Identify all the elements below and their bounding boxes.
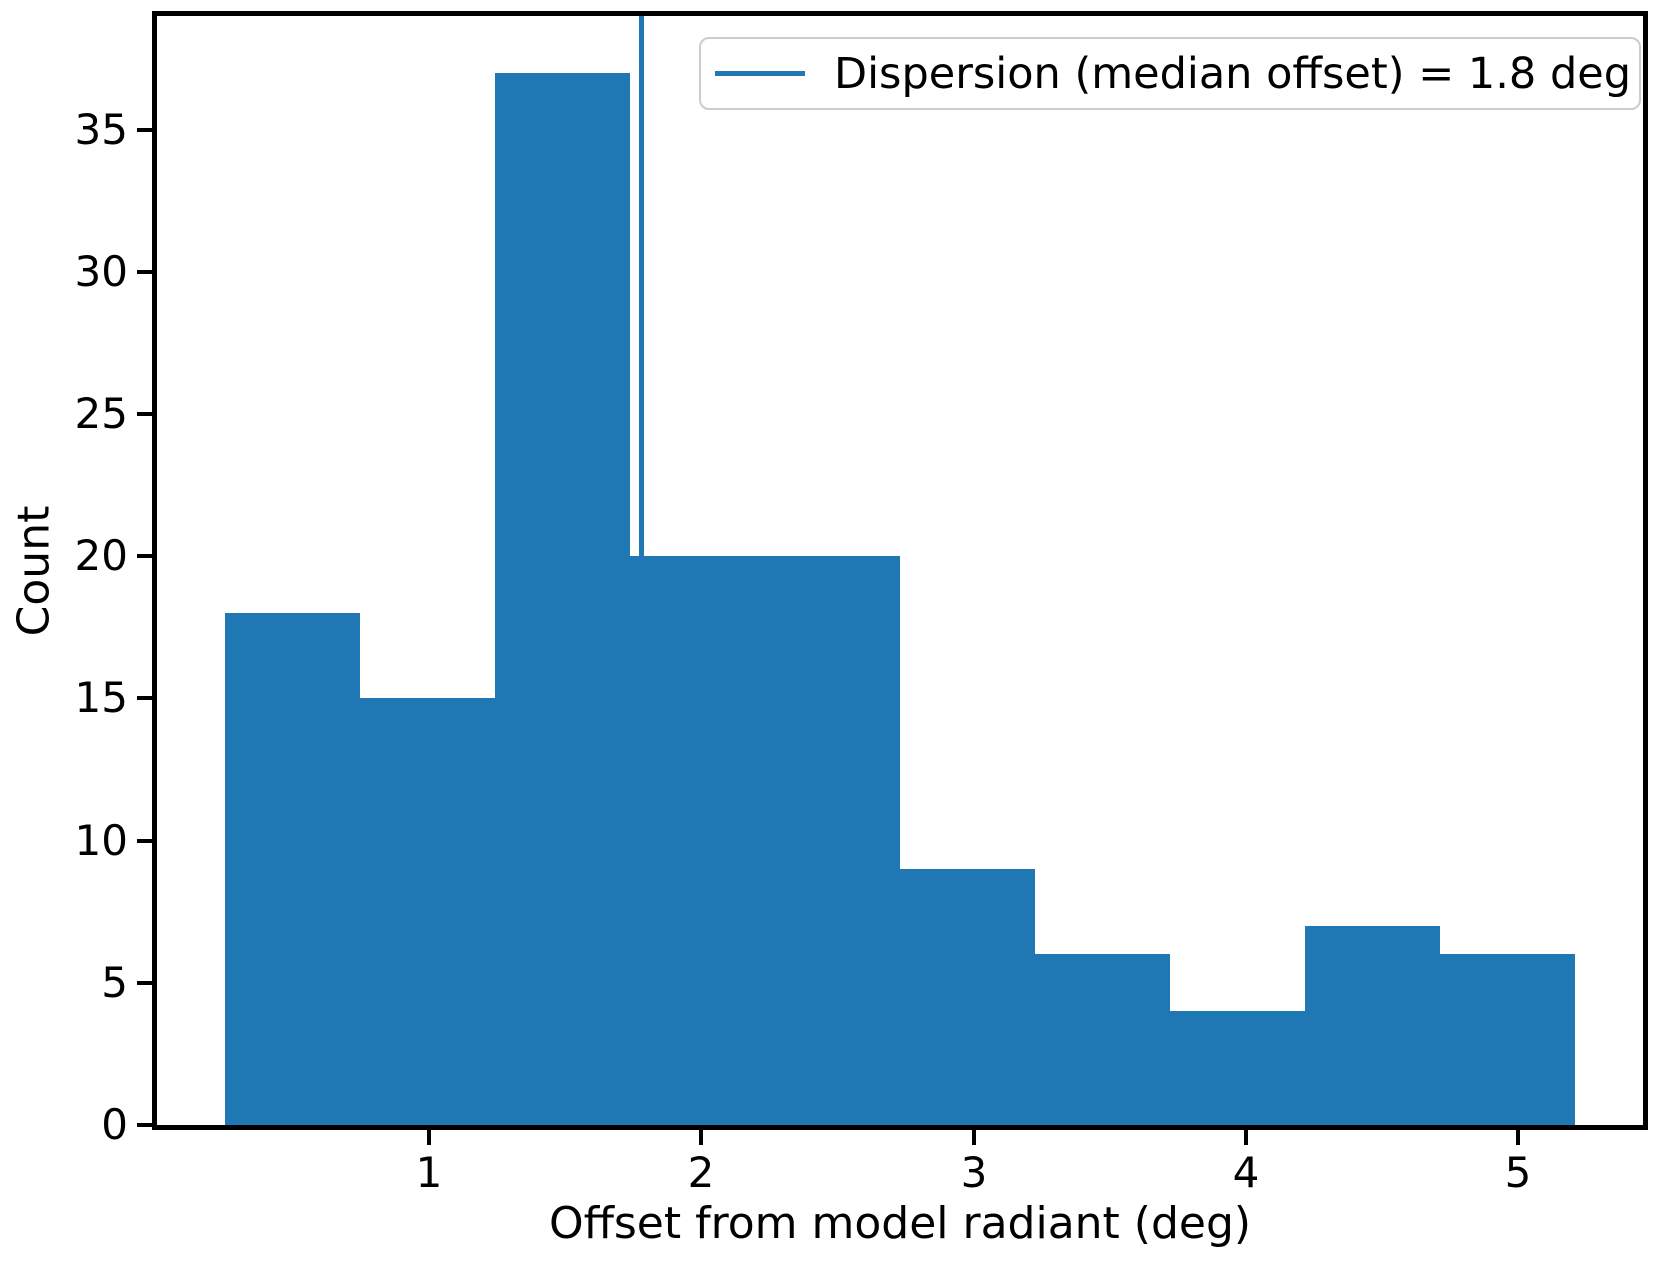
y-tick-label: 5 xyxy=(101,958,128,1007)
y-tick-label: 20 xyxy=(74,531,128,580)
histogram-bar xyxy=(1170,1011,1305,1125)
histogram-bar xyxy=(1305,926,1440,1125)
y-tick-mark xyxy=(137,554,152,558)
legend-line-swatch xyxy=(715,71,805,76)
histogram-bar xyxy=(360,698,495,1125)
x-tick-label: 5 xyxy=(1504,1148,1532,1197)
y-tick-label: 30 xyxy=(74,247,128,296)
histogram-bar xyxy=(900,869,1035,1125)
y-axis-label: Count xyxy=(8,505,60,637)
y-tick-label: 0 xyxy=(101,1100,128,1149)
histogram-bar xyxy=(225,613,360,1125)
histogram-bar xyxy=(495,73,630,1125)
x-tick-label: 4 xyxy=(1232,1148,1260,1197)
histogram-bar xyxy=(765,556,900,1125)
y-tick-label: 25 xyxy=(74,389,128,438)
x-tick-mark xyxy=(972,1130,976,1145)
y-tick-mark xyxy=(137,270,152,274)
y-tick-mark xyxy=(137,981,152,985)
histogram-bar xyxy=(1035,954,1170,1125)
x-tick-mark xyxy=(1516,1130,1520,1145)
x-tick-label: 1 xyxy=(415,1148,443,1197)
x-tick-mark xyxy=(427,1130,431,1145)
y-tick-mark xyxy=(137,128,152,132)
y-tick-mark xyxy=(137,1123,152,1127)
y-tick-label: 15 xyxy=(74,673,128,722)
y-tick-mark xyxy=(137,412,152,416)
y-tick-mark xyxy=(137,839,152,843)
median-offset-vline xyxy=(639,16,644,1125)
x-tick-mark xyxy=(1244,1130,1248,1145)
axes-frame xyxy=(152,11,1648,1130)
y-tick-mark xyxy=(137,696,152,700)
x-tick-label: 3 xyxy=(960,1148,988,1197)
y-tick-label: 35 xyxy=(74,105,128,154)
x-axis-label: Offset from model radiant (deg) xyxy=(548,1198,1252,1249)
histogram-bar xyxy=(630,556,765,1125)
histogram-bar xyxy=(1440,954,1575,1125)
plot-area xyxy=(157,16,1643,1125)
legend-label: Dispersion (median offset) = 1.8 deg xyxy=(834,48,1631,99)
x-tick-label: 2 xyxy=(687,1148,715,1197)
y-tick-label: 10 xyxy=(74,816,128,865)
legend: Dispersion (median offset) = 1.8 deg xyxy=(699,37,1641,110)
x-tick-mark xyxy=(699,1130,703,1145)
